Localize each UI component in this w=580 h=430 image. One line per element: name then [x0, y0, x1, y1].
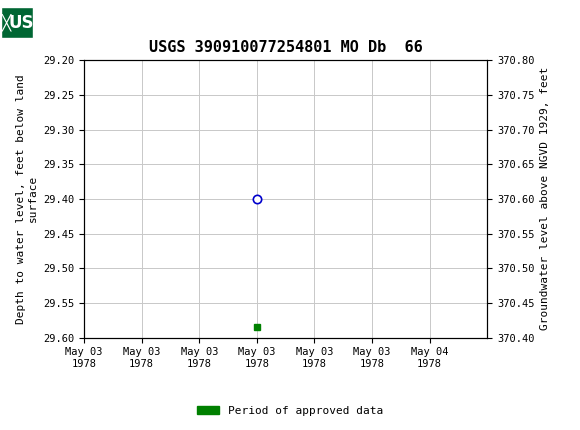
Text: ╳: ╳	[1, 14, 10, 31]
Title: USGS 390910077254801 MO Db  66: USGS 390910077254801 MO Db 66	[149, 40, 422, 55]
Y-axis label: Groundwater level above NGVD 1929, feet: Groundwater level above NGVD 1929, feet	[540, 67, 550, 331]
Legend: Period of approved data: Period of approved data	[193, 401, 387, 420]
FancyBboxPatch shape	[1, 7, 33, 38]
Y-axis label: Depth to water level, feet below land
surface: Depth to water level, feet below land su…	[16, 74, 38, 324]
Text: USGS: USGS	[9, 14, 60, 31]
